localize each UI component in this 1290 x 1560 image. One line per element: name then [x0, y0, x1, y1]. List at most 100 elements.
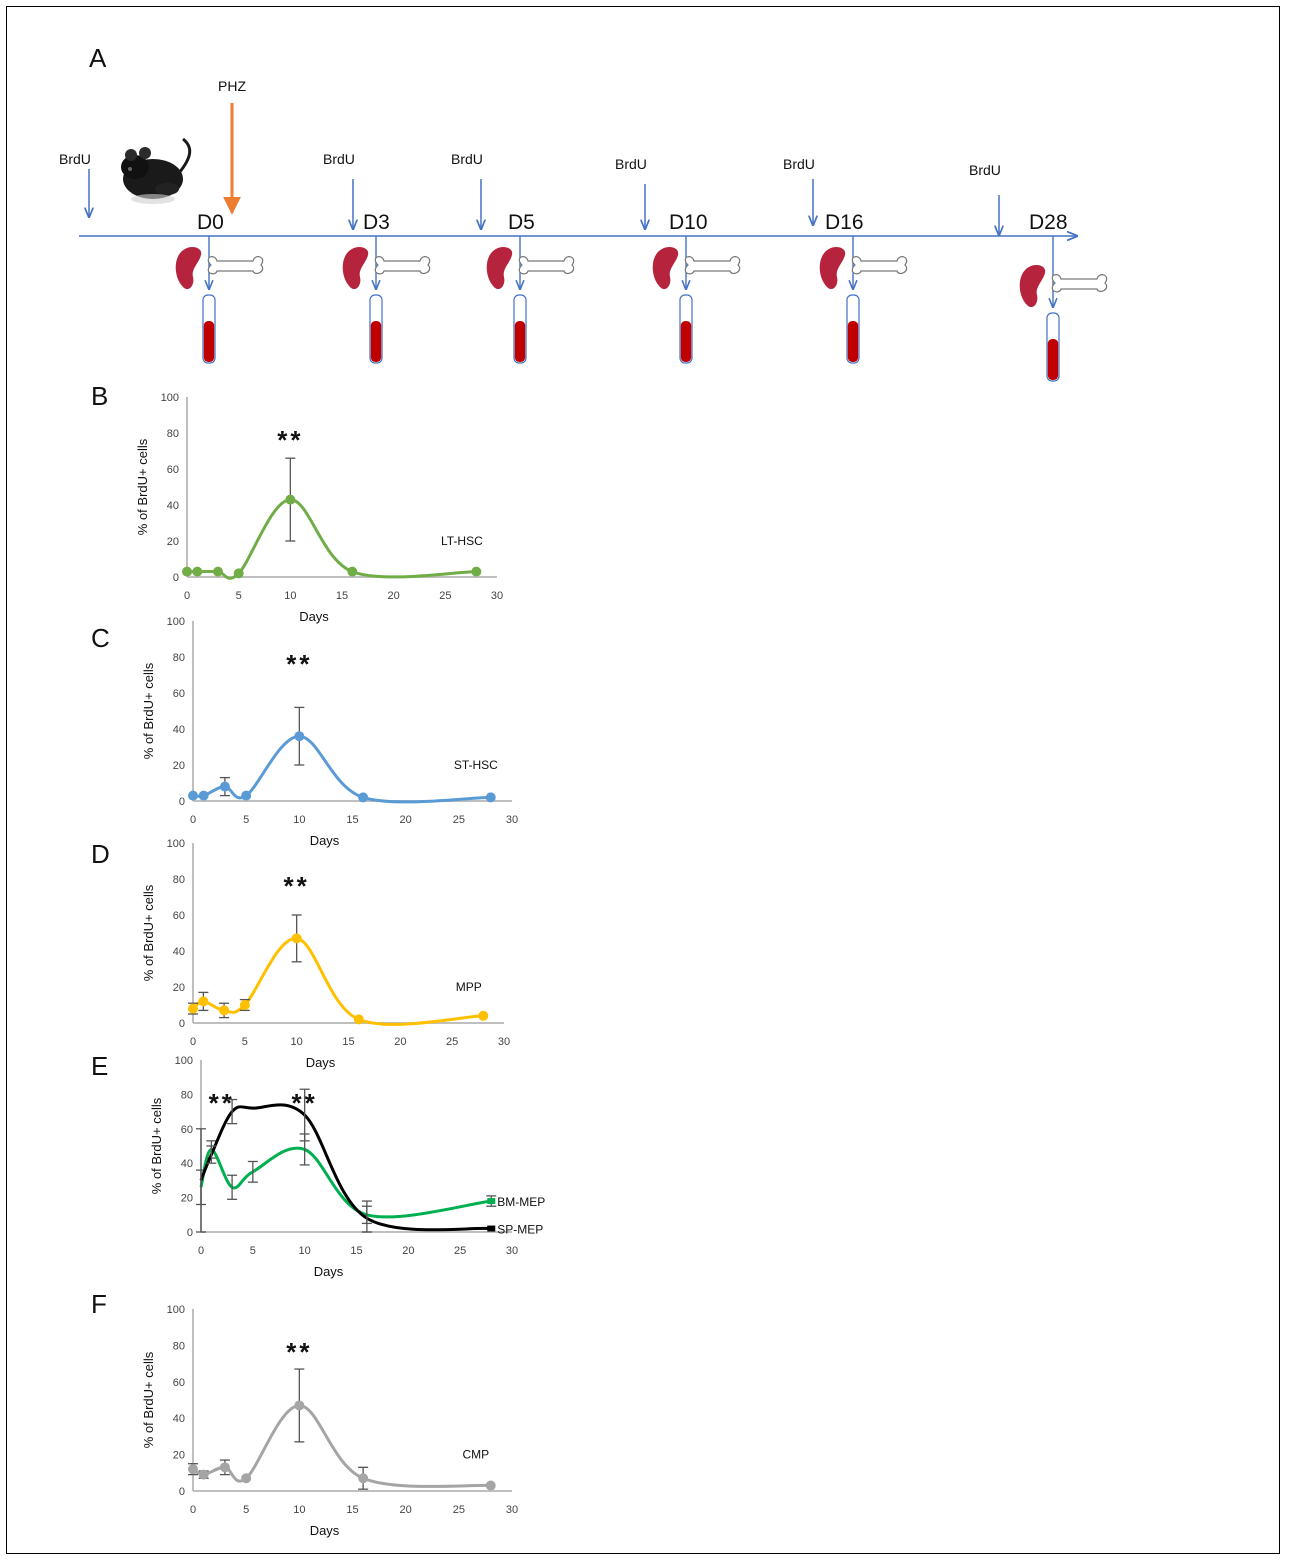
panel-letter: B	[91, 381, 108, 411]
significance-marker: **	[209, 1088, 235, 1118]
x-tick-label: 15	[336, 590, 348, 602]
data-point	[358, 1473, 369, 1484]
y-tick-label: 80	[173, 874, 185, 886]
series-label: CMP	[463, 1448, 490, 1462]
data-point	[219, 781, 230, 792]
data-point	[233, 568, 244, 579]
data-point	[294, 1400, 305, 1411]
blood-tube-icon	[202, 294, 216, 364]
y-axis-title: % of BrdU+ cells	[141, 1351, 156, 1448]
y-tick-label: 20	[181, 1193, 193, 1205]
significance-marker: **	[286, 1337, 312, 1367]
figure-svg: A PHZ BrdU BrdU BrdU BrdU BrdU BrdU D0 D3 D5 D10…	[59, 43, 1108, 1538]
series-label: BM-MEP	[497, 1195, 545, 1209]
x-tick-label: 25	[453, 814, 465, 826]
y-tick-label: 60	[173, 1377, 185, 1389]
data-point	[291, 933, 302, 944]
spleen-icon	[486, 247, 513, 290]
bone-icon	[1051, 274, 1108, 293]
brdu-label: BrdU	[59, 151, 91, 167]
series-line	[199, 1103, 492, 1232]
bone-icon	[518, 256, 575, 275]
day-label: D28	[1029, 211, 1068, 234]
y-tick-label: 0	[187, 1227, 193, 1239]
y-tick-label: 100	[167, 838, 185, 850]
x-tick-label: 15	[346, 1504, 358, 1516]
data-point	[294, 731, 305, 742]
y-axis-title: % of BrdU+ cells	[141, 662, 156, 759]
phz-label: PHZ	[218, 78, 246, 94]
sampling-days: D0 D3 D5 D10 D16 D28	[175, 211, 1108, 382]
data-point	[478, 1010, 489, 1021]
x-tick-label: 0	[190, 1036, 196, 1048]
x-tick-label: 0	[190, 1504, 196, 1516]
x-tick-label: 30	[506, 1504, 518, 1516]
y-tick-label: 100	[167, 616, 185, 628]
brdu-injections: BrdU BrdU BrdU BrdU BrdU BrdU	[59, 151, 1001, 235]
y-tick-label: 20	[173, 1450, 185, 1462]
series-end-marker	[487, 1225, 496, 1232]
brdu-label: BrdU	[615, 156, 647, 172]
x-tick-label: 10	[284, 590, 296, 602]
x-tick-label: 10	[299, 1245, 311, 1257]
y-tick-label: 20	[167, 536, 179, 548]
blood-tube-icon	[679, 294, 693, 364]
spleen-icon	[175, 247, 202, 290]
bone-shape	[1051, 274, 1108, 293]
x-tick-label: 0	[184, 590, 190, 602]
figure-frame: A PHZ BrdU BrdU BrdU BrdU BrdU BrdU D0 D3 D5 D10…	[6, 6, 1280, 1554]
series-end-marker	[487, 1198, 496, 1205]
data-point	[213, 566, 223, 577]
y-axis-title: % of BrdU+ cells	[135, 438, 150, 535]
brdu-label: BrdU	[451, 151, 483, 167]
data-point	[188, 1464, 198, 1475]
y-tick-label: 80	[173, 1340, 185, 1352]
y-tick-label: 80	[181, 1089, 193, 1101]
bone-icon	[374, 256, 431, 275]
y-tick-label: 60	[173, 688, 185, 700]
chart-panel-e: E 0 20 40 60 80 100 0 5 10 15 20 25 30 Days % of BrdU+ …	[91, 1051, 545, 1279]
spleen-shape	[342, 247, 369, 290]
y-tick-label: 20	[173, 760, 185, 772]
tube-blood	[680, 321, 692, 362]
x-axis-title: Days	[310, 833, 340, 848]
data-point	[198, 996, 209, 1007]
data-point	[485, 1480, 496, 1491]
blood-tube-icon	[1046, 312, 1060, 382]
y-tick-label: 0	[179, 1486, 185, 1498]
spleen-icon	[342, 247, 369, 290]
x-tick-label: 5	[243, 1504, 249, 1516]
x-tick-label: 10	[293, 814, 305, 826]
x-axis-title: Days	[306, 1055, 336, 1070]
y-tick-label: 0	[179, 796, 185, 808]
data-point	[241, 1473, 252, 1484]
x-tick-label: 20	[388, 590, 400, 602]
series-line	[187, 498, 477, 580]
x-tick-label: 25	[446, 1036, 458, 1048]
chart-panel-b: B 0 20 40 60 80 100 0 5 10 15 20 25 30 Days % of BrdU+ …	[91, 381, 503, 624]
data-point	[219, 1462, 230, 1473]
significance-marker: **	[277, 425, 303, 455]
chart-panel-d: D 0 20 40 60 80 100 0 5 10 15 20 25 30 Days % of BrdU+ …	[91, 838, 510, 1070]
blood-tube-icon	[369, 294, 383, 364]
brdu-label: BrdU	[323, 151, 355, 167]
day-label: D10	[669, 211, 708, 234]
data-point	[188, 1003, 198, 1014]
day-label: D0	[197, 211, 224, 234]
data-point	[471, 566, 482, 577]
y-tick-label: 0	[179, 1018, 185, 1030]
spleen-icon	[1019, 265, 1046, 308]
y-tick-label: 80	[173, 652, 185, 664]
data-point	[239, 1000, 250, 1010]
spleen-shape	[819, 247, 846, 290]
bone-shape	[518, 256, 575, 275]
x-tick-label: 25	[453, 1504, 465, 1516]
x-tick-label: 5	[236, 590, 242, 602]
series-line	[199, 1146, 492, 1219]
x-tick-label: 25	[439, 590, 451, 602]
y-tick-label: 60	[173, 910, 185, 922]
spleen-icon	[652, 247, 679, 290]
data-point	[347, 566, 358, 577]
spleen-icon	[819, 247, 846, 290]
